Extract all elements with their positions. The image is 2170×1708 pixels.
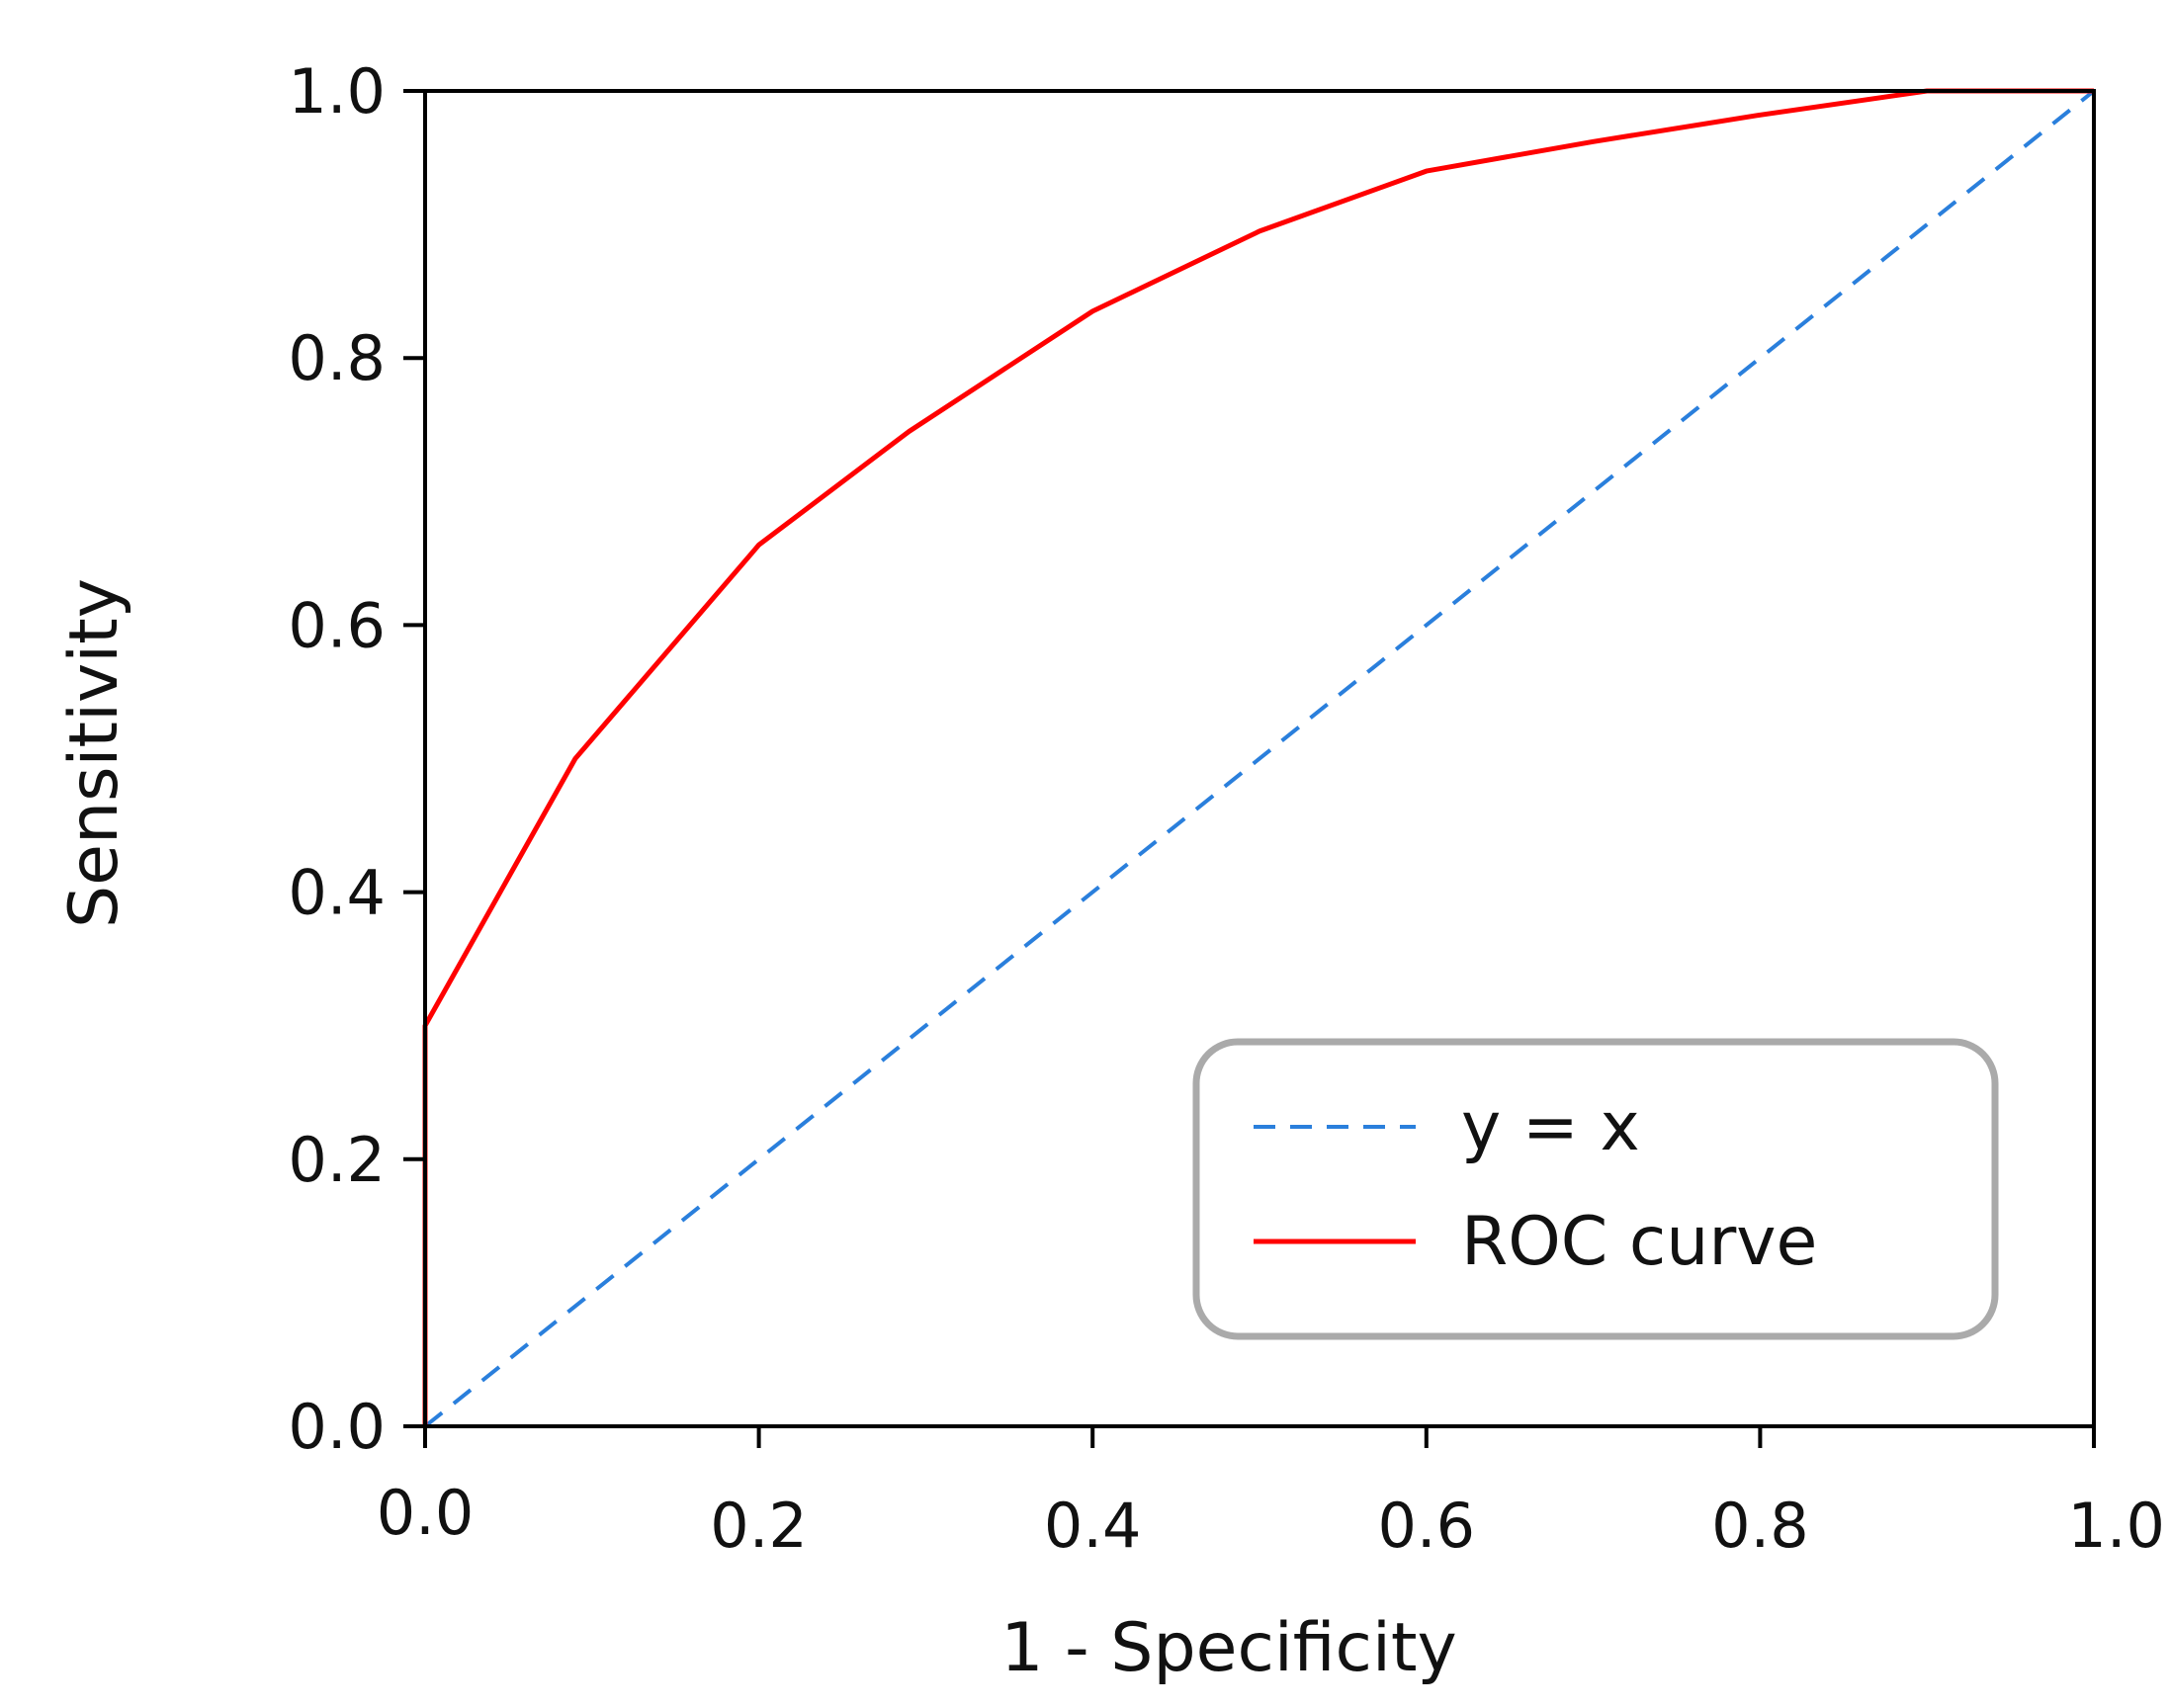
series-line-roc xyxy=(422,88,2094,1426)
x-tick-label: 0.8 xyxy=(1711,1490,1809,1562)
y-tick-label: 0.4 xyxy=(288,857,386,929)
y-tick-label: 1.0 xyxy=(288,55,386,128)
y-tick-label: 0.2 xyxy=(288,1124,386,1196)
y-tick-labels: 0.0 0.2 0.4 0.6 0.8 1.0 xyxy=(288,55,386,1463)
series-line-diagonal xyxy=(423,89,2096,1428)
x-tick-label: 1.0 xyxy=(2067,1490,2165,1562)
x-axis-label: 1 - Specificity xyxy=(1000,1609,1457,1687)
legend-box xyxy=(1192,1038,1999,1340)
y-tick-label: 0.8 xyxy=(288,322,386,394)
x-tick-label: 0.2 xyxy=(710,1490,808,1562)
y-tick-label: 0.0 xyxy=(288,1391,386,1463)
x-tick-label: 0.4 xyxy=(1044,1490,1142,1562)
plot-layer xyxy=(422,88,2096,1428)
x-tick-label: 0.0 xyxy=(377,1477,475,1549)
x-tick-labels: 0.0 0.2 0.4 0.6 0.8 1.0 xyxy=(377,1477,2165,1562)
legend: y = x ROC curve xyxy=(1192,1038,1999,1340)
y-axis-label: Sensitivity xyxy=(55,578,133,928)
legend-label-diagonal: y = x xyxy=(1461,1088,1640,1166)
plot-frame xyxy=(423,89,2096,1428)
tick-layer xyxy=(403,89,2096,1448)
legend-label-roc: ROC curve xyxy=(1461,1203,1817,1281)
y-tick-label: 0.6 xyxy=(288,589,386,661)
x-tick-label: 0.6 xyxy=(1377,1490,1475,1562)
